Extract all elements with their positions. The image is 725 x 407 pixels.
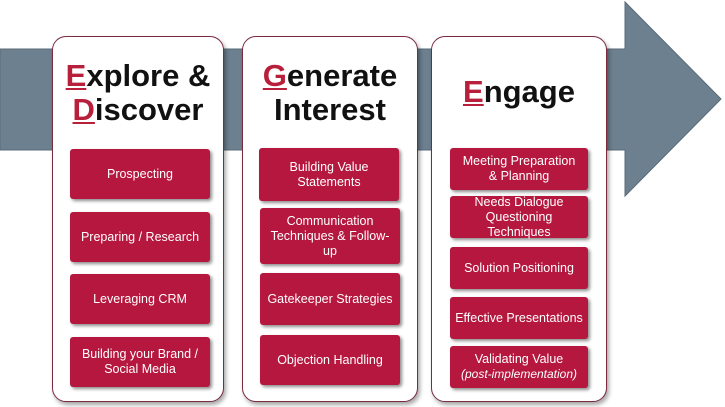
generate-interest-panel: Generate Interest Building Value Stateme…	[242, 36, 418, 402]
step-sublabel: (post-implementation)	[460, 367, 578, 381]
step-label: Building your Brand / Social Media	[81, 347, 199, 376]
title-initial: D	[72, 92, 95, 127]
title-line: Engage	[432, 75, 606, 109]
step-box: Needs Dialogue Questioning Techniques	[450, 194, 588, 239]
step-label: Communication Techniques & Follow-up	[270, 213, 390, 258]
panel-title: Explore & Discover	[53, 59, 223, 127]
step-box: Meeting Preparation & Planning	[450, 148, 588, 190]
step-label: Prospecting	[106, 166, 173, 181]
step-label: Objection Handling	[277, 352, 383, 367]
step-box: Preparing / Research	[70, 212, 210, 262]
step-label: Preparing / Research	[80, 229, 200, 244]
title-initial: E	[463, 74, 484, 109]
step-box: Effective Presentations	[450, 297, 588, 339]
step-label: Gatekeeper Strategies	[267, 291, 393, 306]
title-rest: ngage	[483, 74, 575, 109]
step-label: Meeting Preparation & Planning	[462, 154, 576, 183]
explore-discover-panel: Explore & Discover Prospecting Preparing…	[52, 36, 224, 402]
step-label: Needs Dialogue Questioning Techniques	[474, 194, 564, 239]
step-label: Validating Value	[474, 352, 564, 366]
step-box: Solution Positioning	[450, 247, 588, 289]
step-label: Building Value Statements	[289, 159, 369, 189]
step-box: Prospecting	[70, 149, 210, 199]
title-rest: Interest	[274, 92, 386, 127]
title-initial: E	[65, 58, 87, 93]
step-box: Leveraging CRM	[70, 274, 210, 324]
title-line: Discover	[53, 93, 223, 127]
engage-panel: Engage Meeting Preparation & Planning Ne…	[431, 36, 607, 402]
panel-title: Generate Interest	[243, 59, 417, 127]
step-box: Communication Techniques & Follow-up	[260, 208, 400, 264]
step-label: Leveraging CRM	[93, 291, 187, 306]
step-box: Gatekeeper Strategies	[260, 273, 400, 325]
step-box: Building Value Statements	[259, 148, 399, 201]
title-line: Interest	[243, 93, 417, 127]
step-label: Effective Presentations	[455, 310, 583, 325]
panel-title: Engage	[432, 75, 606, 109]
step-label: Solution Positioning	[464, 260, 574, 275]
title-rest: iscover	[94, 92, 204, 127]
title-rest: enerate	[286, 58, 398, 93]
title-initial: G	[262, 58, 287, 93]
title-line: Explore &	[53, 59, 223, 93]
step-box: Validating Value (post-implementation)	[450, 346, 588, 388]
title-rest: xplore &	[86, 58, 211, 93]
title-line: Generate	[243, 59, 417, 93]
step-box: Objection Handling	[260, 335, 400, 385]
step-box: Building your Brand / Social Media	[70, 337, 210, 387]
